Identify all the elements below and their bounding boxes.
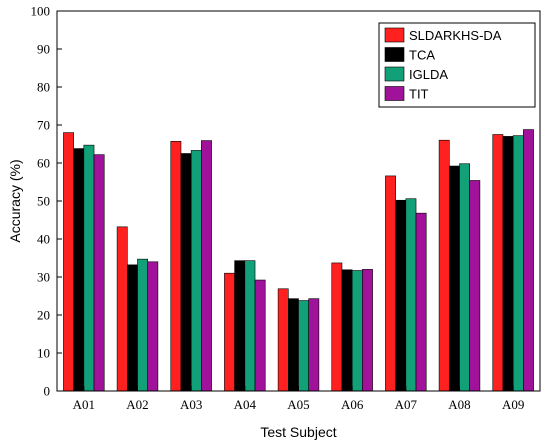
bar-iglda-a03 bbox=[190, 150, 202, 392]
legend-label: TIT bbox=[409, 87, 429, 102]
bar-tit-a02 bbox=[147, 261, 159, 392]
x-tick-label: A05 bbox=[287, 397, 309, 412]
bar-iglda-a09 bbox=[512, 135, 524, 392]
x-tick-label: A09 bbox=[502, 397, 524, 412]
bars-layer bbox=[63, 129, 534, 392]
bar-tca-a09 bbox=[502, 136, 514, 392]
bar-sldarkhs-da-a07 bbox=[385, 175, 396, 392]
bar-iglda-a02 bbox=[137, 258, 148, 392]
bar-sldarkhs-da-a04 bbox=[224, 272, 235, 392]
bar-tca-a06 bbox=[341, 269, 353, 392]
y-tick-label: 60 bbox=[37, 156, 50, 171]
y-tick-label: 90 bbox=[37, 42, 50, 57]
bar-iglda-a06 bbox=[351, 270, 363, 392]
bar-tit-a04 bbox=[254, 279, 266, 392]
x-tick-label: A03 bbox=[180, 397, 202, 412]
bar-tca-a03 bbox=[180, 153, 192, 392]
bar-tit-a03 bbox=[201, 140, 212, 392]
y-tick-label: 50 bbox=[37, 194, 50, 209]
y-tick-label: 100 bbox=[31, 4, 51, 19]
bar-tit-a09 bbox=[523, 129, 534, 392]
x-tick-label: A04 bbox=[234, 397, 257, 412]
legend-swatch bbox=[384, 27, 405, 43]
bar-tca-a05 bbox=[287, 298, 299, 392]
legend-label: IGLDA bbox=[409, 67, 448, 82]
x-axis-title: Test Subject bbox=[260, 424, 336, 440]
bar-tit-a06 bbox=[362, 269, 373, 392]
bar-tca-a08 bbox=[448, 165, 460, 392]
x-tick-label: A02 bbox=[126, 397, 148, 412]
legend-box bbox=[378, 22, 536, 108]
bar-iglda-a05 bbox=[298, 300, 309, 392]
bar-tca-a01 bbox=[73, 148, 85, 392]
legend-label: TCA bbox=[409, 48, 435, 63]
y-tick-label: 30 bbox=[37, 270, 50, 285]
bar-sldarkhs-da-a06 bbox=[331, 262, 343, 392]
bar-tit-a07 bbox=[415, 212, 427, 392]
bar-sldarkhs-da-a09 bbox=[492, 134, 504, 392]
legend-label: SLDARKHS-DA bbox=[409, 28, 502, 43]
x-axis: A01 A02 A03 A04 A05 A06 A07 A08 A09 bbox=[73, 386, 524, 412]
y-tick-label: 40 bbox=[37, 232, 50, 247]
y-tick-label: 80 bbox=[37, 80, 50, 95]
y-tick-label: 70 bbox=[37, 118, 50, 133]
bar-iglda-a08 bbox=[459, 163, 470, 392]
legend: SLDARKHS-DA TCA IGLDA TIT bbox=[378, 22, 536, 108]
bar-tca-a04 bbox=[234, 260, 246, 392]
bar-iglda-a04 bbox=[244, 260, 256, 392]
bar-tit-a08 bbox=[469, 180, 481, 392]
bar-sldarkhs-da-a01 bbox=[63, 132, 74, 392]
x-tick-label: A08 bbox=[448, 397, 470, 412]
x-tick-label: A01 bbox=[73, 397, 95, 412]
bar-tit-a01 bbox=[93, 154, 105, 392]
legend-swatch bbox=[384, 66, 405, 82]
bar-sldarkhs-da-a05 bbox=[277, 288, 289, 392]
bar-tca-a02 bbox=[127, 264, 138, 392]
x-tick-label: A06 bbox=[341, 397, 364, 412]
legend-swatch bbox=[384, 86, 405, 101]
bar-iglda-a07 bbox=[405, 198, 417, 392]
bar-iglda-a01 bbox=[83, 144, 95, 392]
bar-sldarkhs-da-a02 bbox=[116, 226, 128, 392]
y-tick-label: 10 bbox=[37, 346, 50, 361]
bar-tit-a05 bbox=[308, 298, 320, 392]
y-tick-label: 20 bbox=[37, 308, 50, 323]
x-tick-label: A07 bbox=[395, 397, 418, 412]
bar-tca-a07 bbox=[395, 199, 407, 392]
y-axis-title: Accuracy (%) bbox=[7, 159, 23, 242]
legend-swatch bbox=[384, 47, 405, 62]
bar-sldarkhs-da-a03 bbox=[170, 141, 182, 392]
y-axis: 0 10 20 30 40 50 60 70 80 90 100 bbox=[31, 4, 62, 399]
y-tick-label: 0 bbox=[44, 384, 51, 399]
bar-sldarkhs-da-a08 bbox=[438, 139, 450, 392]
